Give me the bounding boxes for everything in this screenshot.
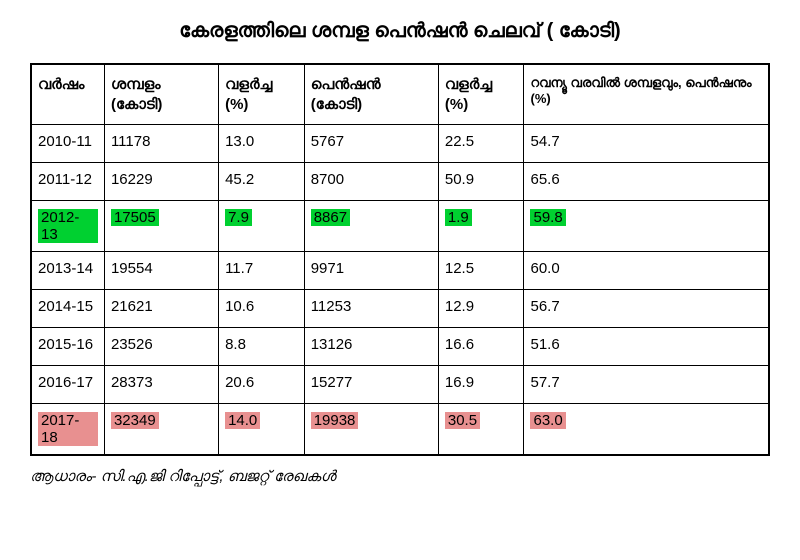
table-cell: 63.0 [524, 404, 769, 456]
table-cell: 16.6 [438, 328, 524, 366]
table-cell: 2012-13 [31, 201, 104, 252]
table-cell: 10.6 [219, 290, 305, 328]
table-cell: 2013-14 [31, 252, 104, 290]
table-cell: 8867 [304, 201, 438, 252]
table-cell: 60.0 [524, 252, 769, 290]
table-cell: 65.6 [524, 163, 769, 201]
table-cell: 2010-11 [31, 125, 104, 163]
col-header-pension: പെൻഷൻ (കോടി) [304, 64, 438, 125]
table-row: 2012-13175057.988671.959.8 [31, 201, 769, 252]
col-header-growth2: വളർച്ച (%) [438, 64, 524, 125]
table-row: 2016-172837320.61527716.957.7 [31, 366, 769, 404]
table-cell: 12.9 [438, 290, 524, 328]
table-cell: 13126 [304, 328, 438, 366]
table-cell: 11178 [104, 125, 218, 163]
table-cell: 17505 [104, 201, 218, 252]
table-cell: 9971 [304, 252, 438, 290]
table-cell: 22.5 [438, 125, 524, 163]
col-header-revenue: റവന്യൂ വരവിൽ ശമ്പളവും, പെൻഷനും (%) [524, 64, 769, 125]
table-cell: 2011-12 [31, 163, 104, 201]
table-cell: 16229 [104, 163, 218, 201]
table-cell: 15277 [304, 366, 438, 404]
table-cell: 16.9 [438, 366, 524, 404]
table-cell: 2015-16 [31, 328, 104, 366]
table-cell: 32349 [104, 404, 218, 456]
table-cell: 59.8 [524, 201, 769, 252]
footer-source: ആധാരം- സി.എ.ജി റിപ്പോട്ട്, ബജറ്റ് രേഖകൾ [30, 468, 770, 485]
table-cell: 1.9 [438, 201, 524, 252]
col-header-growth1: വളർച്ച (%) [219, 64, 305, 125]
table-row: 2013-141955411.7997112.560.0 [31, 252, 769, 290]
table-cell: 2016-17 [31, 366, 104, 404]
header-row: വർഷം ശമ്പളം (കോടി) വളർച്ച (%) പെൻഷൻ (കോട… [31, 64, 769, 125]
table-cell: 30.5 [438, 404, 524, 456]
table-cell: 28373 [104, 366, 218, 404]
table-cell: 2014-15 [31, 290, 104, 328]
table-row: 2017-183234914.01993830.563.0 [31, 404, 769, 456]
table-cell: 7.9 [219, 201, 305, 252]
table-cell: 57.7 [524, 366, 769, 404]
table-row: 2011-121622945.2870050.965.6 [31, 163, 769, 201]
table-cell: 23526 [104, 328, 218, 366]
table-cell: 45.2 [219, 163, 305, 201]
col-header-year: വർഷം [31, 64, 104, 125]
table-cell: 11.7 [219, 252, 305, 290]
table-cell: 51.6 [524, 328, 769, 366]
table-cell: 13.0 [219, 125, 305, 163]
table-cell: 8700 [304, 163, 438, 201]
table-cell: 54.7 [524, 125, 769, 163]
page-title: കേരളത്തിലെ ശമ്പള പെൻഷൻ ചെലവ് ( കോടി) [30, 20, 770, 43]
table-cell: 14.0 [219, 404, 305, 456]
table-body: 2010-111117813.0576722.554.72011-1216229… [31, 125, 769, 456]
table-cell: 11253 [304, 290, 438, 328]
table-cell: 21621 [104, 290, 218, 328]
table-cell: 19938 [304, 404, 438, 456]
table-cell: 56.7 [524, 290, 769, 328]
table-cell: 20.6 [219, 366, 305, 404]
table-cell: 5767 [304, 125, 438, 163]
table-row: 2015-16235268.81312616.651.6 [31, 328, 769, 366]
table-cell: 19554 [104, 252, 218, 290]
col-header-salary: ശമ്പളം (കോടി) [104, 64, 218, 125]
table-cell: 12.5 [438, 252, 524, 290]
table-cell: 2017-18 [31, 404, 104, 456]
table-row: 2014-152162110.61125312.956.7 [31, 290, 769, 328]
table-cell: 50.9 [438, 163, 524, 201]
table-row: 2010-111117813.0576722.554.7 [31, 125, 769, 163]
table-cell: 8.8 [219, 328, 305, 366]
data-table: വർഷം ശമ്പളം (കോടി) വളർച്ച (%) പെൻഷൻ (കോട… [30, 63, 770, 456]
